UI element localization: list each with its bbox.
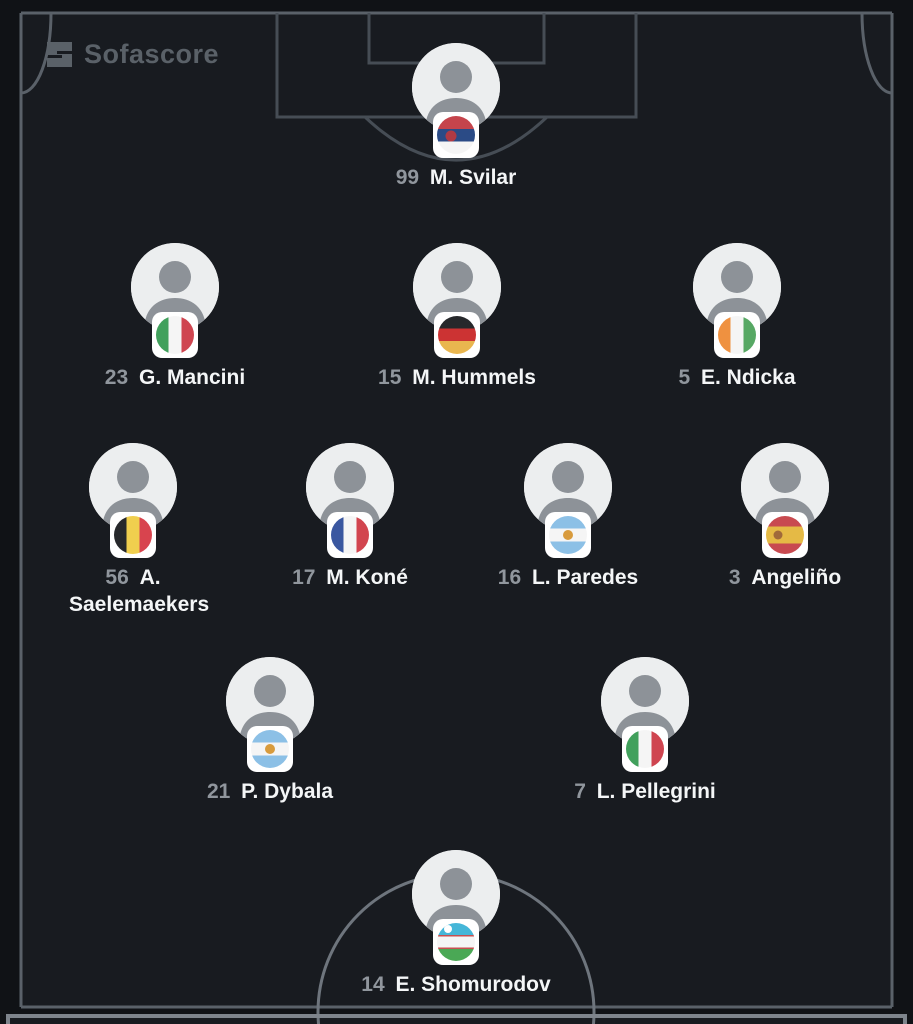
player-name: Angeliño	[751, 566, 842, 589]
player-label: 7 L. Pellegrini	[574, 778, 716, 805]
pitch-field-next-half	[6, 1016, 907, 1024]
sofascore-logo-icon	[46, 41, 73, 68]
player[interactable]: 7 L. Pellegrini	[535, 657, 755, 805]
player-avatar	[413, 243, 501, 331]
flag-badge	[433, 919, 479, 965]
player-name: M. Hummels	[412, 366, 536, 389]
player-number: 15	[378, 366, 408, 389]
sofascore-logo-text: Sofascore	[84, 39, 220, 69]
player-name: M. Koné	[326, 566, 408, 589]
player[interactable]: 15 M. Hummels	[347, 243, 567, 391]
flag-emblem	[265, 744, 275, 754]
player-number: 56	[105, 566, 135, 589]
player[interactable]: 23 G. Mancini	[65, 243, 285, 391]
player-number: 3	[728, 566, 747, 589]
player-label: 99 M. Svilar	[396, 164, 517, 191]
player-number: 16	[497, 566, 527, 589]
player-label: 16 L. Paredes	[498, 564, 638, 591]
player-label: 3 Angeliño	[729, 564, 841, 591]
flag-badge	[247, 726, 293, 772]
sofascore-logo: Sofascore	[46, 39, 219, 70]
flag-badge	[327, 512, 373, 558]
flag-badge	[622, 726, 668, 772]
flag-emblem	[444, 925, 453, 934]
flag-icon-france	[331, 516, 369, 554]
player-number: 21	[206, 780, 237, 803]
player[interactable]: 56 A. Saelemaekers	[23, 443, 243, 618]
flag-icon-serbia	[437, 116, 475, 154]
player[interactable]: 17 M. Koné	[240, 443, 460, 591]
player-label: 17 M. Koné	[292, 564, 408, 591]
player-label: 21 P. Dybala	[207, 778, 333, 805]
flag-icon-argentina	[251, 730, 289, 768]
player-label: 56 A. Saelemaekers	[69, 564, 209, 618]
flag-emblem	[773, 530, 783, 540]
player-number: 7	[574, 780, 592, 803]
player-label: 14 E. Shomurodov	[361, 971, 550, 998]
flag-icon-germany	[438, 316, 476, 354]
flag-badge	[110, 512, 156, 558]
player-number: 99	[395, 166, 425, 189]
player-name: L. Paredes	[531, 566, 639, 589]
player-label: 15 M. Hummels	[378, 364, 536, 391]
player[interactable]: 99 M. Svilar	[346, 43, 566, 191]
corner-arc-top-right	[860, 12, 893, 95]
flag-icon-uzbekistan	[437, 923, 475, 961]
player-number: 23	[104, 366, 134, 389]
flag-emblem	[445, 130, 457, 142]
player-name: P. Dybala	[241, 780, 334, 803]
player-name: G. Mancini	[139, 366, 246, 389]
flag-emblem	[563, 530, 573, 540]
flag-icon-spain	[766, 516, 804, 554]
player-number: 17	[292, 566, 322, 589]
player-number: 5	[678, 366, 696, 389]
flag-badge	[545, 512, 591, 558]
flag-badge	[762, 512, 808, 558]
penalty-arc	[363, 115, 549, 162]
player-name: E. Ndicka	[700, 366, 796, 389]
player-name: E. Shomurodov	[395, 973, 551, 996]
player-name: L. Pellegrini	[596, 780, 716, 803]
player-label: 23 G. Mancini	[105, 364, 245, 391]
player-name: M. Svilar	[429, 166, 517, 189]
player-name: A. Saelemaekers	[69, 566, 210, 616]
flag-icon-ivory-coast	[718, 316, 756, 354]
flag-icon-italy	[156, 316, 194, 354]
flag-badge	[434, 312, 480, 358]
flag-icon-italy	[626, 730, 664, 768]
player[interactable]: 3 Angeliño	[675, 443, 895, 591]
player[interactable]: 16 L. Paredes	[458, 443, 678, 591]
player[interactable]: 14 E. Shomurodov	[346, 850, 566, 998]
player-number: 14	[361, 973, 391, 996]
flag-badge	[714, 312, 760, 358]
flag-icon-belgium	[114, 516, 152, 554]
player[interactable]: 5 E. Ndicka	[627, 243, 847, 391]
flag-badge	[433, 112, 479, 158]
flag-badge	[152, 312, 198, 358]
flag-icon-argentina	[549, 516, 587, 554]
player[interactable]: 21 P. Dybala	[160, 657, 380, 805]
player-label: 5 E. Ndicka	[678, 364, 795, 391]
corner-arc-top-left	[20, 12, 53, 95]
